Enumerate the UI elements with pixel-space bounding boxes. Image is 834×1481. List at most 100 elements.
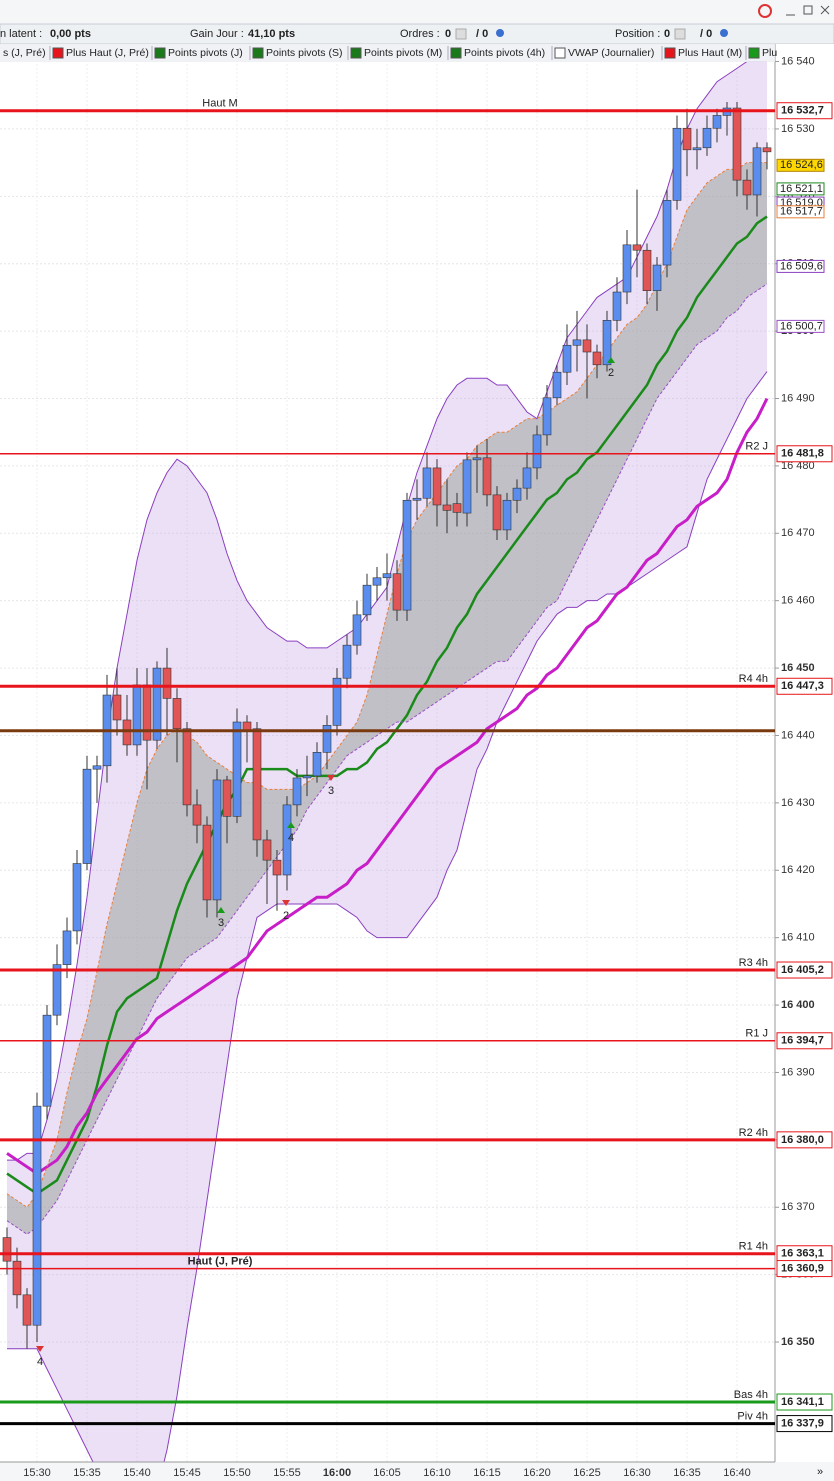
level-tag-label: 16 360,9 [781,1262,824,1274]
candle-body [742,179,752,196]
signal-arrow [282,900,290,906]
level-tag [776,1131,833,1149]
candle-body [712,115,722,129]
indicator-swatch [748,47,760,59]
candle-body [762,147,772,153]
candle-body [42,1014,52,1107]
level-name: R1 J [745,1028,768,1040]
window-bar [0,0,834,24]
level-name: R2 4h [739,1127,768,1139]
level-name: Haut M [202,98,237,110]
level-tag [776,1415,833,1433]
indicator-name[interactable]: Plu [762,47,777,59]
level-tag [776,445,833,463]
scroll-button[interactable]: » [817,1466,823,1478]
level-tag-label: 16 532,7 [781,105,824,117]
indicator-swatch [154,47,166,59]
candle-body [12,1260,22,1296]
candle-body [602,320,612,366]
y-tick-label: 16 430 [781,797,815,809]
indicator-line [6,283,768,1235]
candle-body [342,644,352,679]
candle-body [472,457,482,461]
toolbar-value: 41,10 pts [248,28,295,40]
level-tag [776,102,833,120]
x-tick-label: 16:30 [623,1467,651,1479]
level-tag [776,1032,833,1050]
indicator-name[interactable]: Points pivots (4h) [464,47,545,59]
candle-body [252,728,262,841]
candle-body [312,752,322,777]
candle-body [452,503,462,513]
x-tick-label: 15:40 [123,1467,151,1479]
candle-body [32,1105,42,1326]
indicator-bar: s (J, Pré) Plus Haut (J, Pré) Points pivot… [0,44,777,62]
y-tick-label: 16 490 [781,392,815,404]
price-tag [776,182,825,196]
level-name: Bas 4h [734,1389,768,1401]
indicator-name[interactable]: Points pivots (S) [266,47,342,59]
x-tick-label: 15:55 [273,1467,301,1479]
signal-label: 2 [608,367,614,379]
signal-label: 4 [288,832,294,844]
candle-body [52,964,62,1016]
indicator-line [6,215,768,1196]
level-name: R4 4h [739,673,768,685]
refresh-icon[interactable] [758,4,772,18]
signal-arrow [327,775,335,781]
indicator-name[interactable]: Plus Haut (M) [678,47,742,59]
cancel-icon [674,28,686,40]
window-icons [758,4,830,18]
candle-body [232,721,242,817]
price-tag-label: 16 524,6 [780,159,823,171]
y-tick-label: 16 400 [781,999,815,1011]
settings-icon[interactable] [496,29,504,37]
level-tag-label: 16 380,0 [781,1134,824,1146]
indicator-name[interactable]: Points pivots (M) [364,47,442,59]
candle-body [182,728,192,806]
candle-body [392,573,402,611]
signal-arrow [36,1346,44,1352]
indicator-name[interactable]: Plus Haut (J, Pré) [66,47,149,59]
settings-icon[interactable] [720,29,728,37]
candle-body [152,667,162,741]
level-name: R2 J [745,441,768,453]
indicator-name[interactable]: VWAP (Journalier) [568,47,654,59]
level-name: R3 4h [739,957,768,969]
x-tick-label: 16:00 [323,1467,351,1479]
price-tag-label: 16 509,6 [780,260,823,272]
x-tick-label: 16:10 [423,1467,451,1479]
candle-body [352,614,362,646]
candle-body [442,504,452,511]
candle-body [752,147,762,196]
candle-body [92,765,102,770]
close-icon[interactable] [820,5,830,15]
candle-body [542,397,552,436]
indicator-line [6,162,767,1208]
indicator-name[interactable]: Points pivots (J) [168,47,243,59]
x-tick-label: 16:35 [673,1467,701,1479]
candle-body [162,667,172,699]
toolbar-label: Position : [615,28,660,40]
x-tick-label: 16:05 [373,1467,401,1479]
price-tag-label: 16 521,1 [780,183,823,195]
signal-label: 4 [37,1356,43,1368]
price-tag [776,158,825,172]
candle-body [372,577,382,586]
candle-body [322,725,332,753]
indicator-name[interactable]: s (J, Pré) [3,47,46,59]
indicator-swatch [554,47,566,59]
plot-area [0,44,775,1462]
candle-body [682,127,692,151]
candle-body [642,249,652,291]
y-tick-label: 16 480 [781,460,815,472]
level-tag [776,677,833,695]
candle-body [72,863,82,932]
candle-body [402,499,412,611]
level-tag-label: 16 394,7 [781,1035,824,1047]
candle-body [422,467,432,499]
toolbar-extra: / 0 [700,28,712,40]
maximize-icon[interactable] [803,5,813,15]
candle-body [262,839,272,861]
x-tick-label: 16:15 [473,1467,501,1479]
